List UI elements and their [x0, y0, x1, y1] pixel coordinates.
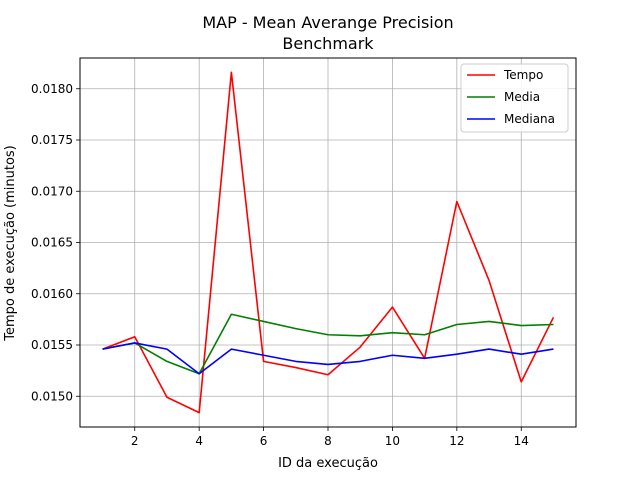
- x-tick-label: 14: [514, 434, 529, 448]
- y-tick-label: 0.0180: [31, 82, 73, 96]
- y-tick-label: 0.0150: [31, 389, 73, 403]
- axis-ticks: 2 4 6 8 10 12 14 0.0150 0.0155 0.0160 0.0165 0.0170…: [31, 82, 529, 448]
- legend-label-mediana: Mediana: [504, 112, 555, 126]
- series-line-media: [102, 313, 554, 375]
- y-tick-label: 0.0175: [31, 133, 73, 147]
- series-line-mediana: [102, 342, 554, 375]
- y-tick-label: 0.0170: [31, 184, 73, 198]
- y-tick-label: 0.0160: [31, 287, 73, 301]
- x-tick-label: 2: [131, 434, 139, 448]
- chart-title-line-1: MAP - Mean Averange Precision: [202, 13, 453, 32]
- x-tick-label: 10: [385, 434, 400, 448]
- legend-box: [460, 63, 569, 133]
- x-tick-label: 12: [449, 434, 464, 448]
- chart-title-line-2: Benchmark: [282, 34, 374, 53]
- y-axis-label: Tempo de execução (minutos): [3, 145, 18, 341]
- series-lines: [102, 71, 555, 414]
- x-tick-label: 6: [260, 434, 268, 448]
- legend-label-tempo: Tempo: [503, 68, 543, 82]
- legend-label-media: Media: [504, 90, 540, 104]
- series-line-tempo: [102, 71, 555, 414]
- legend: Tempo Media Mediana: [460, 63, 569, 133]
- x-axis-label: ID da execução: [278, 456, 378, 471]
- x-tick-label: 8: [324, 434, 332, 448]
- x-tick-label: 4: [195, 434, 203, 448]
- y-tick-label: 0.0155: [31, 338, 73, 352]
- y-tick-label: 0.0165: [31, 236, 73, 250]
